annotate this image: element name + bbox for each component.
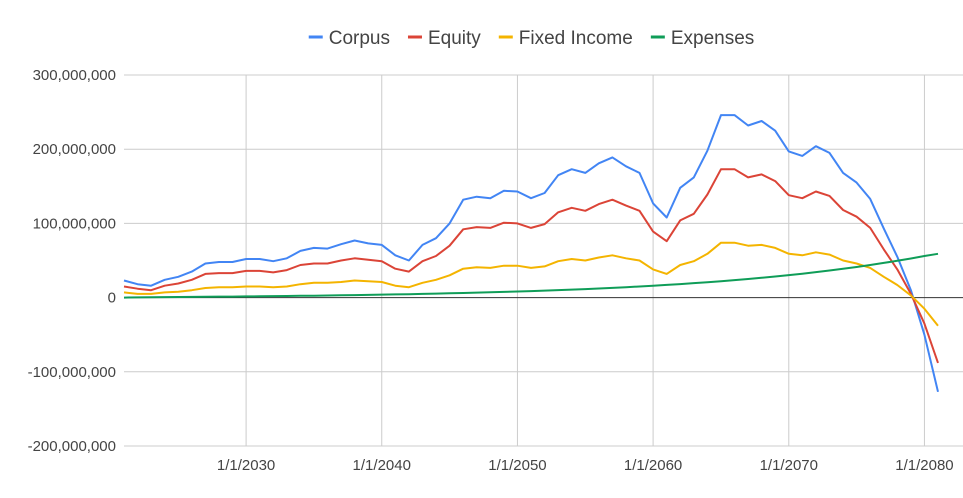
x-tick-label: 1/1/2070 xyxy=(760,457,818,474)
x-tick-label: 1/1/2080 xyxy=(895,457,953,474)
x-tick-label: 1/1/2030 xyxy=(217,457,275,474)
legend-label: Equity xyxy=(428,28,481,49)
y-tick-label: 300,000,000 xyxy=(33,67,116,84)
y-tick-label: 0 xyxy=(108,290,116,307)
legend-label: Fixed Income xyxy=(519,28,633,49)
series-line-equity xyxy=(123,168,939,364)
series-line-corpus xyxy=(123,114,939,393)
series-line-expenses xyxy=(123,252,939,299)
legend-item-equity[interactable]: Equity xyxy=(407,28,481,49)
x-axis-ticks: 1/1/2030 1/1/2040 1/1/2050 1/1/2060 1/1/2070… xyxy=(217,457,954,474)
legend-label: Expenses xyxy=(671,28,754,49)
y-tick-label: -100,000,000 xyxy=(28,364,116,381)
legend-label: Corpus xyxy=(329,28,390,49)
x-tick-label: 1/1/2040 xyxy=(353,457,411,474)
y-tick-label: 100,000,000 xyxy=(33,215,116,232)
y-tick-label: 200,000,000 xyxy=(33,141,116,158)
legend[interactable]: Corpus Equity Fixed Income Expenses xyxy=(308,28,755,49)
x-tick-label: 1/1/2050 xyxy=(488,457,546,474)
y-axis-ticks: 300,000,000 200,000,000 100,000,000 0 -100,0… xyxy=(28,67,116,455)
legend-item-corpus[interactable]: Corpus xyxy=(308,28,390,49)
x-tick-label: 1/1/2060 xyxy=(624,457,682,474)
gridlines xyxy=(124,74,963,447)
y-tick-label: -200,000,000 xyxy=(28,438,116,455)
legend-item-fixed-income[interactable]: Fixed Income xyxy=(498,28,633,49)
legend-item-expenses[interactable]: Expenses xyxy=(650,28,754,49)
series-line-fixed-income xyxy=(123,241,939,327)
series-lines xyxy=(123,114,939,393)
